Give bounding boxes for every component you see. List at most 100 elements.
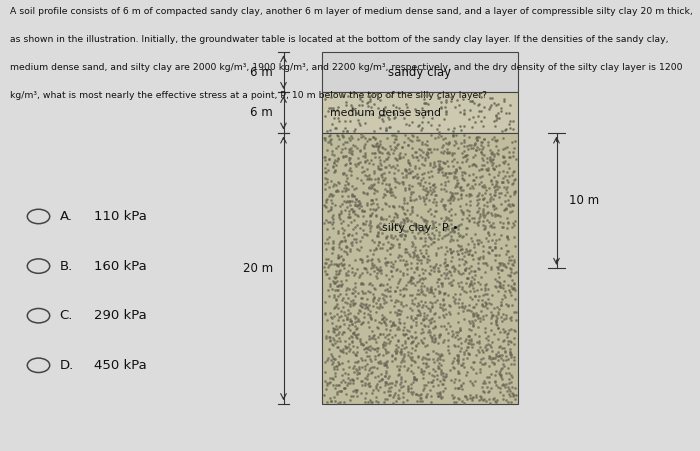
Point (429, 323, 440, 330)
Point (410, 377, 421, 384)
Point (364, 220, 375, 227)
Point (508, 190, 519, 197)
Point (442, 319, 453, 327)
Point (332, 262, 344, 270)
Point (361, 295, 372, 303)
Point (376, 179, 387, 187)
Point (474, 332, 485, 340)
Point (325, 140, 336, 147)
Point (370, 316, 381, 323)
Point (424, 145, 435, 152)
Point (393, 366, 404, 373)
Point (378, 176, 389, 184)
Point (412, 230, 423, 237)
Point (467, 114, 478, 121)
Point (405, 388, 416, 395)
Point (464, 197, 475, 204)
Point (363, 176, 374, 183)
Point (425, 399, 436, 406)
Point (480, 222, 491, 230)
Point (355, 335, 366, 342)
Point (425, 183, 436, 190)
Point (476, 346, 487, 353)
Point (470, 352, 482, 359)
Point (352, 358, 363, 365)
Point (318, 201, 330, 208)
Point (414, 227, 426, 235)
Point (435, 185, 447, 192)
Point (473, 167, 484, 174)
Point (392, 323, 403, 331)
Point (453, 251, 464, 258)
Point (380, 326, 391, 333)
Point (427, 324, 438, 331)
Point (506, 252, 517, 259)
Point (341, 315, 352, 322)
Point (495, 189, 506, 197)
Point (463, 333, 474, 340)
Point (420, 237, 431, 244)
Point (374, 350, 385, 358)
Point (428, 145, 440, 152)
Point (326, 244, 337, 252)
Point (363, 370, 374, 377)
Point (488, 159, 499, 166)
Point (510, 138, 521, 145)
Point (483, 166, 494, 173)
Point (403, 250, 414, 258)
Point (475, 138, 486, 146)
Point (367, 364, 378, 371)
Point (386, 132, 398, 139)
Point (442, 274, 453, 281)
Point (386, 267, 397, 274)
Point (467, 395, 478, 402)
Point (437, 304, 448, 312)
Point (398, 271, 409, 278)
Point (331, 261, 342, 268)
Point (391, 155, 402, 162)
Point (332, 254, 344, 262)
Point (500, 172, 511, 179)
Point (508, 280, 519, 287)
Point (363, 301, 374, 308)
Point (470, 174, 482, 181)
Point (365, 271, 376, 278)
Point (459, 152, 470, 159)
Point (490, 318, 501, 325)
Point (331, 310, 342, 318)
Point (449, 194, 460, 202)
Point (454, 256, 465, 263)
Point (505, 124, 516, 132)
Point (439, 217, 450, 224)
Point (402, 334, 414, 341)
Point (468, 287, 480, 295)
Point (467, 97, 478, 105)
Point (374, 160, 386, 167)
Point (346, 182, 358, 189)
Point (351, 145, 362, 152)
Point (475, 141, 486, 148)
Point (418, 283, 429, 290)
Point (433, 333, 444, 341)
Point (391, 156, 402, 163)
Point (497, 168, 508, 175)
Point (427, 302, 438, 309)
Point (496, 104, 507, 111)
Point (416, 397, 428, 405)
Point (395, 345, 407, 352)
Point (443, 150, 454, 157)
Point (384, 124, 395, 131)
Point (391, 213, 402, 220)
Point (470, 301, 482, 308)
Point (405, 137, 416, 144)
Point (351, 203, 363, 210)
Point (374, 331, 385, 338)
Point (449, 104, 461, 111)
Point (486, 246, 498, 253)
Point (340, 384, 351, 391)
Point (453, 295, 464, 303)
Point (434, 157, 445, 164)
Point (410, 149, 421, 156)
Point (407, 317, 419, 324)
Point (368, 346, 379, 353)
